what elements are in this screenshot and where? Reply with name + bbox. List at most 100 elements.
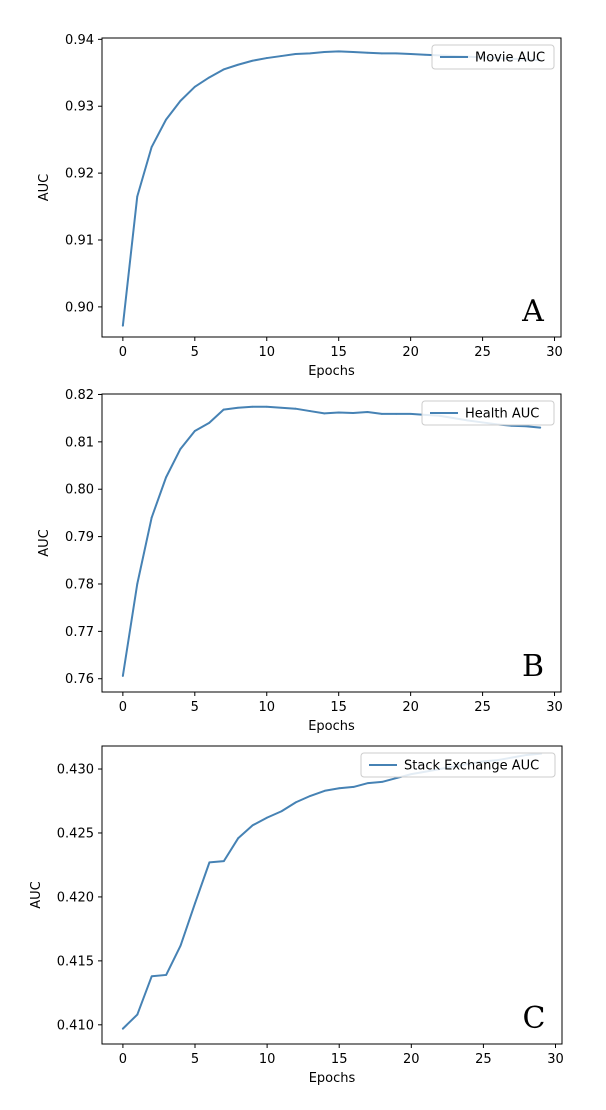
data-point: [380, 412, 383, 415]
data-point: [367, 782, 369, 784]
x-axis-label: Epochs: [308, 364, 355, 379]
x-tick-label: 30: [546, 700, 563, 715]
data-point: [208, 421, 211, 424]
x-tick-label: 10: [258, 700, 275, 715]
y-tick-label: 0.77: [65, 625, 94, 640]
data-point: [352, 51, 354, 53]
data-point: [409, 53, 412, 55]
data-point: [136, 1013, 139, 1016]
data-point: [294, 407, 297, 410]
data-point: [294, 53, 297, 55]
y-tick-label: 0.78: [65, 577, 94, 592]
data-point: [165, 974, 168, 976]
data-point: [251, 824, 254, 827]
chart-panel-a: 0 5 10 15 20 25 30 0.90 0.91 0.92 0.93 0.94 Epochs AU…: [37, 33, 563, 379]
data-point: [121, 674, 124, 677]
data-point: [208, 861, 211, 864]
x-tick-label: 15: [331, 1052, 348, 1067]
series-line: [121, 405, 542, 677]
legend-label: Stack Exchange AUC: [404, 759, 539, 774]
data-point: [121, 324, 124, 327]
x-tick-label: 25: [474, 700, 491, 715]
x-tick-label: 0: [119, 700, 127, 715]
legend: Stack Exchange AUC: [360, 752, 556, 778]
data-point: [165, 476, 167, 479]
legend-box: [421, 400, 555, 426]
data-point: [237, 837, 240, 839]
data-point: [323, 412, 326, 415]
data-point: [251, 59, 254, 62]
x-tick-label: 5: [191, 1052, 199, 1067]
y-tick-label: 0.425: [57, 826, 94, 841]
data-point: [366, 51, 369, 54]
data-point: [352, 412, 354, 414]
data-point: [165, 118, 167, 121]
data-point: [280, 810, 283, 813]
data-point: [395, 777, 398, 779]
legend: Movie AUC: [431, 44, 555, 70]
y-axis-label: AUC: [37, 174, 52, 202]
x-tick-label: 15: [330, 345, 347, 360]
y-tick-label: 0.415: [57, 954, 94, 969]
panel-letter: B: [522, 649, 544, 684]
data-point: [237, 406, 239, 409]
panel-letter: C: [523, 1001, 546, 1036]
data-point: [337, 411, 340, 414]
x-tick-label: 25: [475, 1052, 492, 1067]
y-tick-label: 0.91: [65, 234, 94, 249]
legend-box: [431, 44, 555, 70]
y-tick-label: 0.410: [57, 1018, 94, 1033]
axes-frame: [101, 393, 562, 693]
data-point: [338, 787, 341, 790]
data-point: [122, 1027, 124, 1030]
data-point: [381, 780, 384, 783]
x-tick-label: 15: [330, 700, 347, 715]
y-tick-label: 0.93: [65, 100, 94, 115]
series-line: [121, 752, 543, 1030]
data-point: [309, 410, 311, 412]
data-point: [150, 146, 153, 148]
data-point: [136, 583, 139, 585]
data-point: [309, 52, 311, 55]
data-point: [323, 789, 326, 792]
data-point: [539, 426, 542, 429]
x-tick-label: 0: [119, 1052, 127, 1067]
data-point: [380, 52, 383, 55]
chart-panel-c: 0 5 10 15 20 25 30 0.410 0.415 0.420 0.425 0.430 Epo…: [29, 745, 564, 1086]
data-point: [524, 425, 527, 428]
data-point: [222, 68, 225, 71]
y-tick-label: 0.90: [65, 300, 94, 315]
data-point: [280, 406, 283, 409]
data-point: [222, 860, 225, 863]
x-tick-label: 10: [259, 1052, 276, 1067]
data-point: [222, 408, 225, 411]
data-point: [265, 405, 268, 408]
x-tick-label: 20: [402, 345, 419, 360]
legend-label: Movie AUC: [475, 51, 545, 66]
data-point: [352, 786, 355, 788]
data-point: [193, 430, 196, 432]
data-point: [309, 794, 312, 797]
data-point: [136, 195, 139, 198]
data-point: [395, 52, 398, 55]
data-point: [337, 50, 340, 53]
legend-box: [360, 752, 556, 778]
data-point: [208, 76, 211, 79]
data-point: [193, 85, 196, 88]
data-point: [366, 411, 369, 413]
axes-frame: [101, 37, 562, 338]
legend-label: Health AUC: [465, 407, 539, 422]
x-axis-label: Epochs: [309, 1071, 356, 1086]
data-point: [266, 816, 269, 819]
y-tick-label: 0.79: [65, 530, 94, 545]
axes-frame: [101, 745, 563, 1045]
data-point: [194, 902, 196, 905]
data-point: [179, 448, 182, 450]
data-point: [323, 51, 326, 53]
y-tick-label: 0.94: [65, 33, 94, 48]
data-point: [150, 975, 153, 978]
y-tick-label: 0.76: [65, 672, 94, 687]
data-point: [280, 55, 283, 57]
data-point: [237, 63, 239, 66]
